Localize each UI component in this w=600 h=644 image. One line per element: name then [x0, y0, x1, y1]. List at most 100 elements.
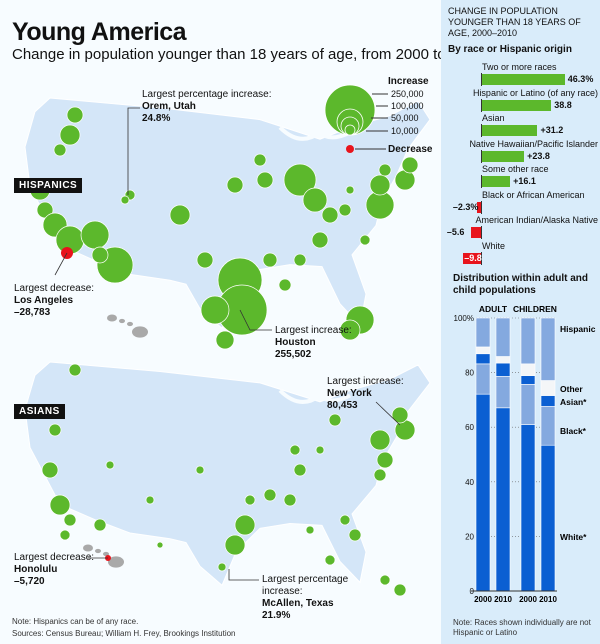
- increase-bubble: [256, 171, 274, 189]
- annotation-place: New York: [327, 388, 372, 399]
- footer-sources: Sources: Census Bureau; William H. Frey,…: [12, 629, 236, 638]
- bar-axis: [481, 73, 482, 86]
- increase-bubble: [283, 163, 317, 197]
- maps: [24, 84, 431, 597]
- annotation-place: McAllen, Texas: [262, 598, 334, 609]
- footer-note: Note: Hispanics can be of any race.: [12, 617, 139, 626]
- bar-label: Black or African American: [482, 189, 585, 200]
- increase-bubble: [145, 495, 155, 505]
- legend-title: Increase: [388, 76, 429, 87]
- increase-bubble: [348, 528, 362, 542]
- stacked-segment-hispanic: [475, 317, 491, 348]
- increase-bubble: [262, 252, 278, 268]
- great-lakes: [278, 125, 351, 141]
- stacked-bar-chart: 100%8060402002000201020002010ADULTCHILDR…: [454, 304, 596, 604]
- increase-bubble: [376, 451, 394, 469]
- hawaii-island: [127, 321, 133, 327]
- annotation-value: 24.8%: [142, 113, 171, 124]
- increase-bubble: [59, 124, 81, 146]
- series-label: Black*: [560, 426, 587, 436]
- increase-bubble: [80, 220, 110, 250]
- series-label: Asian*: [560, 397, 587, 407]
- stacked-segment-black: [475, 363, 491, 395]
- increase-bubble: [253, 153, 267, 167]
- series-label: Other: [560, 384, 583, 394]
- annotation-leader: [127, 107, 140, 195]
- x-tick-label: 2000: [519, 595, 537, 604]
- bar-chart-subtitle: By race or Hispanic origin: [448, 44, 572, 55]
- increase-bubble: [339, 319, 361, 341]
- stacked-segment-other: [520, 363, 536, 376]
- increase-bubble: [379, 574, 391, 586]
- annotation-value: 21.9%: [262, 610, 291, 621]
- increase-bubble: [359, 234, 371, 246]
- increase-bubble: [226, 176, 244, 194]
- annotation-value: 80,453: [327, 400, 358, 411]
- bar-label: White: [482, 240, 506, 251]
- series-label: White*: [560, 532, 587, 542]
- increase-bubble: [59, 529, 71, 541]
- asians-tag: ASIANS: [14, 404, 65, 419]
- increase-bubble: [289, 444, 301, 456]
- y-tick-label: 80: [465, 369, 474, 378]
- page-title: Young America: [12, 18, 187, 46]
- great-lakes: [278, 389, 351, 404]
- increase-bubble: [217, 562, 227, 572]
- bar-value: –2.3%: [452, 201, 479, 212]
- increase-bubble: [105, 460, 115, 470]
- increase-bubble: [91, 246, 109, 264]
- x-tick-label: 2010: [539, 595, 557, 604]
- increase-bubble: [345, 185, 355, 195]
- bar-value: –5.6: [446, 227, 465, 237]
- bar: [481, 99, 552, 111]
- orem-annotation: Largest percentage increase: Orem, Utah …: [142, 89, 272, 125]
- legend-size-circle: [344, 124, 356, 136]
- bar-axis: [481, 175, 482, 188]
- hawaii-island: [119, 318, 125, 324]
- legend-size-10000: 10,000: [391, 126, 419, 136]
- los-angeles-annotation: Largest decrease: Los Angeles –28,783: [14, 283, 94, 319]
- bar-axis: [481, 226, 482, 239]
- legend-size-250000: 250,000: [391, 89, 424, 99]
- annotation-label: Largest decrease:: [14, 283, 95, 294]
- increase-bubble: [373, 468, 387, 482]
- stacked-chart-title: Distribution within adult and child popu…: [453, 273, 588, 296]
- bar-label: Hispanic or Latino (of any race): [472, 87, 598, 98]
- stacked-segment-hispanic: [540, 317, 556, 381]
- mcallen-annotation: Largest percentage increase: McAllen, Te…: [262, 574, 348, 622]
- increase-bubble: [49, 494, 71, 516]
- y-tick-label: 40: [465, 478, 474, 487]
- bar-axis: [481, 251, 482, 265]
- hawaii-island: [132, 326, 148, 338]
- increase-bubble: [378, 163, 392, 177]
- legend-size-50000: 50,000: [391, 113, 419, 123]
- increase-bubble: [305, 525, 315, 535]
- group-label: ADULT: [479, 304, 508, 314]
- increase-bubble: [283, 493, 297, 507]
- annotation-leader: [54, 252, 68, 276]
- increase-bubble: [234, 514, 256, 536]
- stacked-segment-asian: [475, 353, 491, 365]
- stacked-segment-black: [540, 406, 556, 446]
- legend-decrease: Decrease: [388, 144, 433, 155]
- bar-label: Some other race: [482, 164, 549, 174]
- y-tick-label: 60: [465, 423, 474, 432]
- bar: [481, 74, 565, 85]
- increase-bubble: [302, 187, 328, 213]
- legend-decrease-dot: [346, 145, 354, 153]
- y-tick-label: 100%: [454, 314, 474, 323]
- annotation-value: –28,783: [14, 307, 51, 318]
- increase-bubble: [244, 494, 256, 506]
- increase-bubble: [339, 514, 351, 526]
- bar-value: 46.3%: [567, 74, 594, 84]
- bar: [481, 176, 511, 187]
- honolulu-annotation: Largest decrease: Honolulu –5,720: [14, 552, 94, 588]
- bar-axis: [481, 124, 482, 137]
- increase-bubble: [338, 203, 352, 217]
- increase-bubble: [263, 488, 277, 502]
- bar-axis: [481, 149, 482, 163]
- increase-bubble: [311, 231, 329, 249]
- stacked-segment-asian: [540, 395, 556, 407]
- annotation-value: 255,502: [275, 349, 312, 360]
- bar: [476, 201, 481, 213]
